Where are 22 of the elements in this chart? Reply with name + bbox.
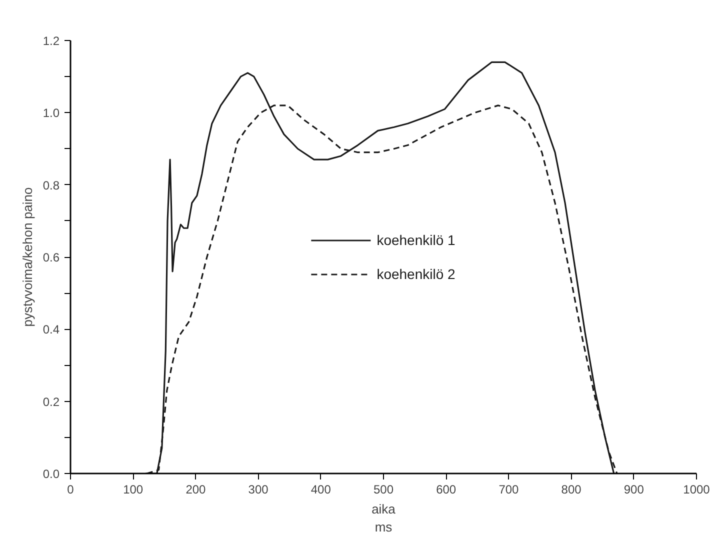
y-tick-label: 0.2 — [42, 394, 60, 409]
x-tick-label: 100 — [123, 482, 144, 496]
y-tick-label: 1.2 — [42, 34, 60, 48]
legend-label: koehenkilö 2 — [376, 266, 456, 282]
y-tick-label: 0.6 — [42, 250, 60, 264]
y-tick-label: 1.0 — [42, 106, 60, 120]
x-tick-label: 900 — [624, 482, 644, 496]
y-tick-label: 0.8 — [42, 178, 60, 192]
legend-label: koehenkilö 1 — [376, 232, 456, 248]
x-tick-label: 500 — [373, 482, 394, 496]
x-tick-label: 600 — [436, 482, 456, 496]
y-axis-title: pystyvoima/kehon paino — [20, 187, 35, 327]
x-tick-label: 400 — [310, 482, 332, 496]
x-axis-title: aika ms — [372, 502, 396, 534]
x-tick-label: 200 — [186, 482, 206, 496]
x-tick-label: 0 — [67, 482, 74, 496]
x-tick-label: 1000 — [683, 482, 710, 496]
x-tick-label: 800 — [561, 482, 582, 496]
y-tick-label: 0.4 — [42, 322, 60, 337]
y-tick-label: 0.0 — [42, 467, 60, 481]
x-tick-label: 300 — [248, 482, 269, 496]
x-tick-label: 700 — [498, 482, 520, 496]
